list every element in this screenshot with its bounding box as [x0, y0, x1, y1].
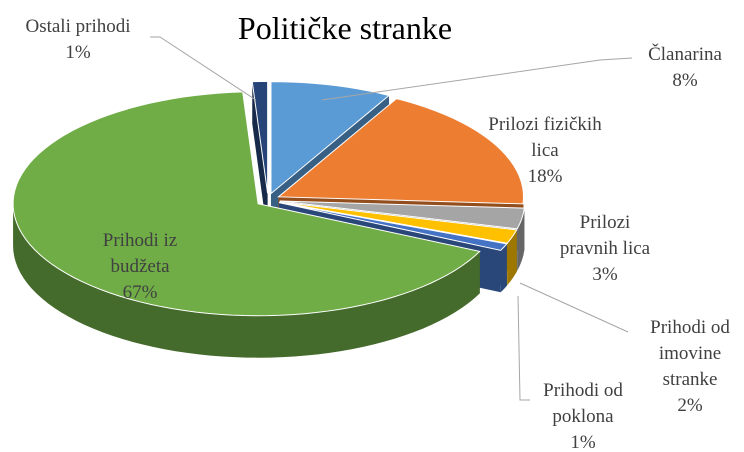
- chart-title: Političke stranke: [237, 10, 453, 46]
- slice: [270, 81, 391, 195]
- leader-line: [519, 282, 629, 333]
- value-label: 18%: [527, 166, 563, 187]
- category-label: Članarina: [648, 44, 722, 65]
- category-label: Prihodi iz budžeta: [102, 230, 178, 277]
- slice-side: [252, 81, 268, 236]
- category-label: Prihodi od imovine stranke: [650, 317, 730, 390]
- category-label: Prilozi pravnih lica: [559, 212, 651, 259]
- value-label: 1%: [65, 42, 91, 63]
- category-label: Prihodi od poklona: [543, 380, 623, 427]
- slice-side: [517, 208, 525, 271]
- slice-label: Članarina 8%: [625, 42, 744, 94]
- slice: [277, 98, 524, 205]
- slice-side: [13, 203, 480, 358]
- value-label: 67%: [122, 282, 158, 303]
- leader-lines: [150, 36, 633, 401]
- category-label: Ostali prihodi: [25, 16, 131, 37]
- leader-line: [321, 57, 633, 101]
- slice-label: Prilozi fizičkih lica 18%: [475, 112, 615, 190]
- slice-label: Ostali prihodi 1%: [3, 14, 153, 66]
- value-label: 1%: [570, 432, 596, 452]
- pie: [12, 80, 525, 358]
- category-label: Prilozi fizičkih lica: [488, 114, 602, 161]
- leader-line: [150, 36, 257, 101]
- slice-side: [500, 243, 507, 293]
- slice: [279, 200, 525, 230]
- value-label: 3%: [592, 264, 618, 285]
- slice-label: Prihodi iz budžeta 67%: [80, 228, 200, 306]
- slice: [279, 201, 518, 244]
- value-label: 8%: [672, 70, 698, 91]
- slice: [278, 202, 508, 251]
- slice-label: Prihodi od imovine stranke 2%: [640, 315, 740, 419]
- leader-line: [517, 295, 530, 401]
- slice-label: Prilozi pravnih lica 3%: [550, 210, 660, 288]
- slice: [251, 80, 269, 194]
- value-label: 2%: [677, 395, 703, 416]
- slice-side: [507, 229, 517, 286]
- slice: [12, 91, 481, 317]
- slice-label: Prihodi od poklona 1%: [533, 378, 633, 452]
